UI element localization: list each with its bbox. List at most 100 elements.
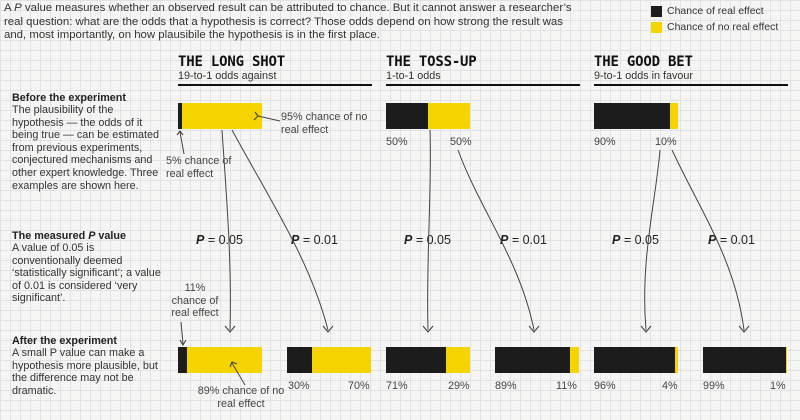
- bar-segment-no-real: [786, 347, 787, 373]
- legend-swatch-no-real: [651, 21, 662, 33]
- post-no-real-label: 29%: [448, 380, 470, 392]
- bar-segment-real: [594, 347, 675, 373]
- p-label-005: P = 0.05: [612, 233, 659, 247]
- posterior-bar-p005: [386, 347, 470, 373]
- arrowhead: [640, 325, 652, 333]
- arrowhead: [528, 325, 540, 333]
- post-real-label: 99%: [703, 380, 725, 392]
- prior-bar: [594, 103, 678, 129]
- bar-segment-no-real: [569, 347, 579, 373]
- prior-bar: [178, 103, 262, 129]
- column-title: THE TOSS-UP: [386, 54, 477, 70]
- column-rule: [178, 84, 372, 86]
- bar-segment-real: [594, 103, 670, 129]
- bar-segment-real: [287, 347, 313, 373]
- post-no-real-label: 1%: [770, 380, 786, 392]
- arrowhead: [176, 130, 184, 136]
- annotation-pointer: [180, 321, 184, 345]
- p-label-001: P = 0.01: [291, 233, 338, 247]
- bar-segment-no-real: [182, 103, 262, 129]
- posterior-bar-p001: [703, 347, 787, 373]
- connector-line: [671, 149, 745, 331]
- bar-segment-real: [386, 103, 428, 129]
- p-label-001: P = 0.01: [500, 233, 547, 247]
- arrowhead: [179, 339, 187, 347]
- connector-line: [644, 149, 661, 331]
- legend-label-real: Chance of real effect: [667, 5, 764, 17]
- column-rule: [386, 84, 580, 86]
- column-subtitle: 9-to-1 odds in favour: [594, 70, 694, 82]
- bar-segment-real: [386, 347, 446, 373]
- bar-segment-no-real: [669, 103, 678, 129]
- column-good-bet-header: THE GOOD BET 9-to-1 odds in favour: [594, 54, 788, 86]
- connector-line: [231, 129, 329, 331]
- legend-label-no-real: Chance of no real effect: [667, 21, 779, 33]
- legend-swatch-real: [651, 5, 662, 17]
- posterior-bar-p005: [178, 347, 262, 373]
- prior-no-real-label: 10%: [655, 136, 677, 148]
- annotation-post-real: 11% chance of real effect: [171, 282, 219, 319]
- prior-real-label: 50%: [386, 136, 408, 148]
- section-after-body: A small P value can make a hypothesis mo…: [12, 347, 158, 397]
- section-before-heading: Before the experiment: [12, 92, 126, 104]
- section-after-heading: After the experiment: [12, 335, 117, 347]
- annotation-prior-real: 5% chance of real effect: [166, 155, 232, 180]
- arrowhead: [322, 325, 334, 333]
- section-before: Before the experiment The plausibility o…: [12, 92, 162, 192]
- arrowhead: [224, 325, 236, 333]
- post-real-label: 71%: [386, 380, 408, 392]
- p-label-005: P = 0.05: [404, 233, 451, 247]
- section-before-body: The plausibility of the hypothesis — the…: [12, 104, 160, 192]
- bar-segment-no-real: [674, 347, 678, 373]
- posterior-bar-p001: [495, 347, 579, 373]
- prior-bar: [386, 103, 470, 129]
- bar-segment-real: [495, 347, 570, 373]
- section-measured-heading: The measured P value: [12, 230, 127, 242]
- arrowhead: [738, 325, 750, 333]
- bar-segment-no-real: [445, 347, 470, 373]
- annotation-pointer: [257, 115, 281, 122]
- section-after: After the experiment A small P value can…: [12, 335, 162, 397]
- arrowhead: [229, 361, 238, 368]
- connector-line: [427, 129, 431, 331]
- column-title: THE GOOD BET: [594, 54, 693, 70]
- post-real-label: 96%: [594, 380, 616, 392]
- post-no-real-label: 70%: [348, 380, 370, 392]
- column-rule: [594, 84, 788, 86]
- arrowhead: [422, 325, 434, 333]
- p-label-005: P = 0.05: [196, 233, 243, 247]
- legend: Chance of real effect Chance of no real …: [651, 3, 800, 35]
- bar-segment-real: [703, 347, 787, 373]
- post-no-real-label: 11%: [556, 380, 577, 392]
- bar-segment-real: [178, 103, 183, 129]
- column-subtitle: 1-to-1 odds: [386, 70, 441, 82]
- bar-segment-no-real: [312, 347, 371, 373]
- connector-line: [457, 149, 535, 331]
- annotation-prior-no-real: 95% chance of no real effect: [281, 111, 368, 136]
- prior-real-label: 90%: [594, 136, 616, 148]
- p-label-001: P = 0.01: [708, 233, 755, 247]
- column-long-shot-header: THE LONG SHOT 19-to-1 odds against: [178, 54, 372, 86]
- annotation-pointer: [179, 131, 185, 155]
- posterior-bar-p005: [594, 347, 678, 373]
- post-no-real-label: 4%: [662, 380, 678, 392]
- column-toss-up-header: THE TOSS-UP 1-to-1 odds: [386, 54, 580, 86]
- bar-segment-no-real: [428, 103, 470, 129]
- annotation-pointer: [231, 362, 246, 386]
- posterior-bar-p001: [287, 347, 371, 373]
- arrowhead: [253, 111, 259, 121]
- column-title: THE LONG SHOT: [178, 54, 285, 70]
- intro-text: A P value measures whether an observed r…: [4, 2, 572, 41]
- post-real-label: 89%: [495, 380, 517, 392]
- section-measured-body: A value of 0.05 is conventionally deemed…: [12, 242, 161, 305]
- column-subtitle: 19-to-1 odds against: [178, 70, 277, 82]
- legend-item-real: Chance of real effect: [651, 3, 800, 19]
- annotation-post-no-real: 89% chance of no real effect: [197, 385, 285, 410]
- section-measured: The measured P value A value of 0.05 is …: [12, 230, 162, 305]
- connector-line: [221, 129, 231, 331]
- bar-segment-real: [178, 347, 188, 373]
- legend-item-no-real: Chance of no real effect: [651, 19, 800, 35]
- bar-segment-no-real: [187, 347, 262, 373]
- post-real-label: 30%: [288, 380, 310, 392]
